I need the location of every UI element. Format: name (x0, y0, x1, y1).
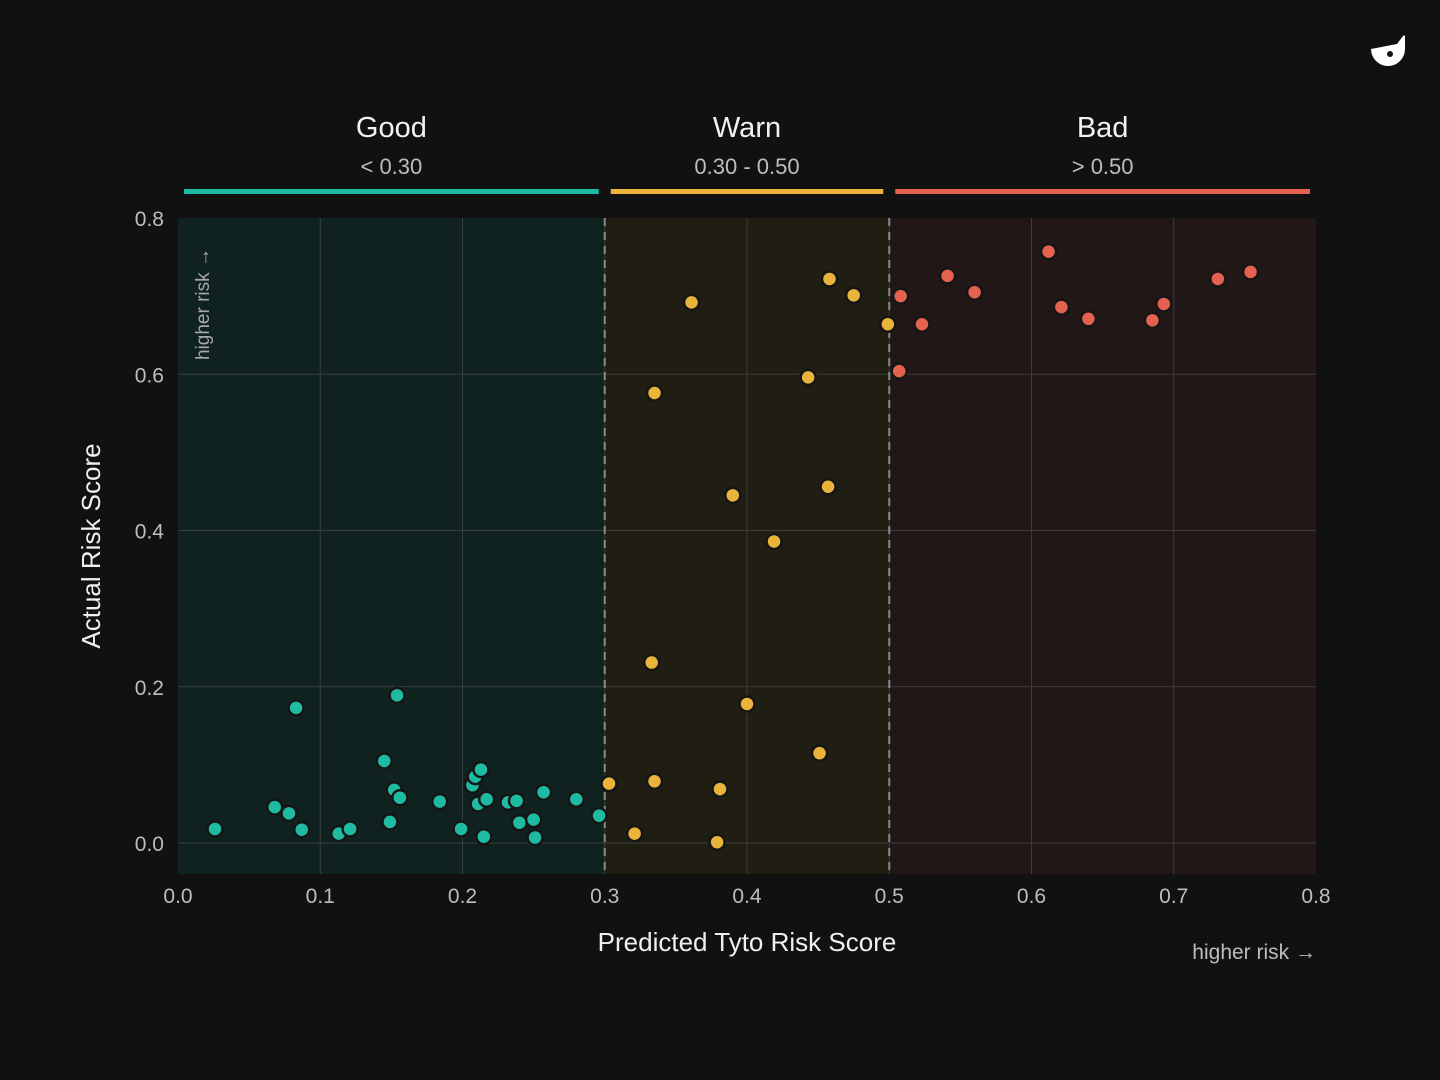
data-point (388, 686, 406, 705)
x-tick-label: 0.4 (732, 885, 762, 908)
data-point (391, 788, 409, 807)
data-point (738, 695, 756, 713)
data-point (567, 790, 586, 808)
data-point (844, 286, 863, 305)
data-point (265, 798, 284, 816)
owl-logo-icon (1371, 35, 1405, 66)
data-point (475, 828, 493, 846)
y-tick-label: 0.8 (135, 208, 164, 231)
data-point (524, 810, 543, 829)
data-point (819, 478, 837, 496)
data-point (820, 270, 839, 288)
data-point (287, 699, 305, 717)
y-tick-label: 0.0 (135, 833, 164, 856)
scatter-series-0 (206, 686, 608, 847)
data-point (645, 384, 664, 402)
data-point (965, 283, 984, 301)
data-point (206, 820, 224, 838)
data-point (375, 752, 394, 770)
band-title-warn: Warn (713, 112, 781, 144)
data-point (913, 315, 931, 333)
data-point (1052, 298, 1071, 316)
data-point (1209, 270, 1227, 288)
y-tick-label: 0.6 (135, 364, 164, 387)
data-point (472, 760, 490, 779)
data-point (711, 780, 729, 798)
band-background-good (178, 218, 605, 874)
y-tick-label: 0.4 (135, 521, 165, 544)
y-axis-label: Actual Risk Score (76, 443, 106, 648)
data-point (810, 744, 829, 762)
scatter-series-2 (890, 242, 1260, 380)
x-tick-label: 0.1 (306, 885, 335, 908)
band-background-bad (889, 218, 1316, 874)
data-point (799, 368, 817, 387)
data-point (477, 790, 496, 808)
data-point (341, 820, 359, 838)
data-point (708, 833, 726, 851)
data-point (765, 532, 783, 551)
data-point (600, 774, 618, 793)
data-point (381, 813, 399, 831)
data-point (293, 820, 311, 839)
data-point (1039, 242, 1058, 261)
data-point (890, 362, 908, 380)
x-tick-label: 0.2 (448, 885, 477, 908)
data-point (430, 792, 449, 811)
data-point (1079, 310, 1098, 328)
data-point (452, 820, 470, 838)
data-point (1143, 311, 1162, 330)
x-tick-label: 0.5 (875, 885, 904, 908)
band-title-good: Good (356, 112, 427, 144)
data-point (534, 783, 553, 801)
x-tick-label: 0.7 (1159, 885, 1188, 908)
data-point (642, 653, 661, 672)
data-point (724, 486, 742, 505)
data-point (280, 804, 298, 823)
data-point (625, 824, 644, 843)
x-tick-label: 0.6 (1017, 885, 1046, 908)
data-point (510, 813, 529, 832)
band-range-warn: 0.30 - 0.50 (694, 154, 799, 179)
scatter-series-1 (600, 270, 897, 851)
band-bar-bad (895, 189, 1310, 194)
data-point (879, 315, 897, 333)
x-tick-label: 0.8 (1301, 885, 1330, 908)
band-bar-warn (610, 189, 884, 194)
data-point (938, 267, 957, 285)
y-higher-risk-hint: higher risk → (193, 248, 214, 360)
data-point (645, 772, 664, 791)
data-point (891, 287, 910, 305)
data-point (1241, 263, 1260, 281)
data-point (590, 806, 608, 825)
data-point (682, 293, 701, 312)
data-point (1155, 295, 1173, 313)
data-point (507, 792, 526, 810)
band-range-good: < 0.30 (360, 154, 422, 179)
x-higher-risk-hint: higher risk → (1192, 941, 1316, 964)
x-axis-label: Predicted Tyto Risk Score (598, 927, 897, 957)
x-tick-label: 0.0 (163, 885, 192, 908)
band-range-bad: > 0.50 (1072, 154, 1134, 179)
band-title-bad: Bad (1077, 112, 1129, 144)
band-bar-good (184, 189, 599, 194)
y-tick-label: 0.2 (135, 677, 164, 700)
data-point (526, 828, 544, 847)
x-tick-label: 0.3 (590, 885, 619, 908)
